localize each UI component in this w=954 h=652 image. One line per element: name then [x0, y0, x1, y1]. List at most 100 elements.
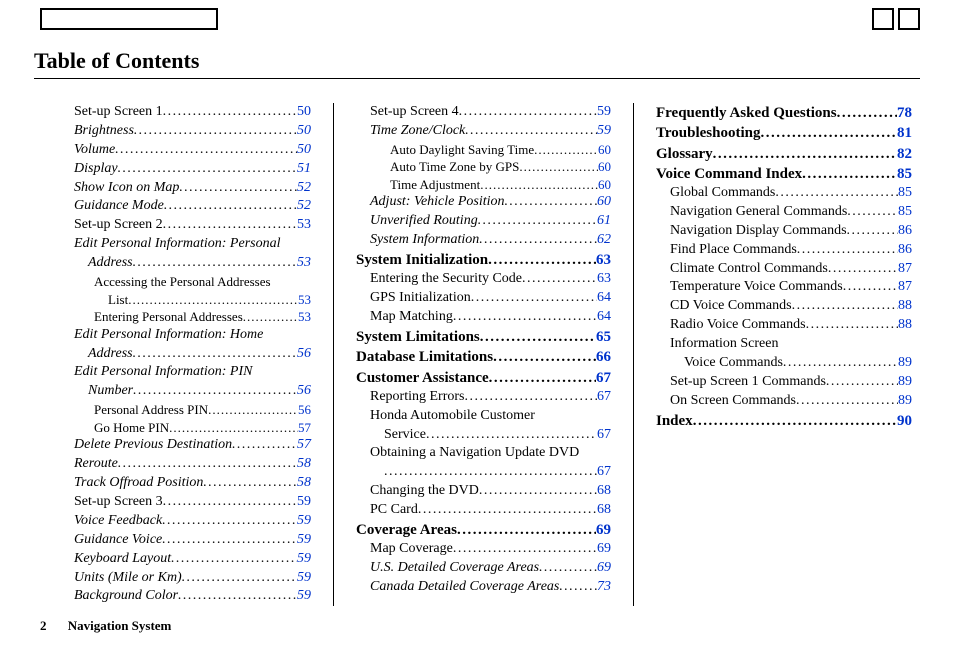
toc-page-number[interactable]: 50 — [297, 122, 311, 141]
toc-page-number[interactable]: 89 — [898, 373, 912, 392]
toc-page-number[interactable]: 69 — [596, 520, 611, 540]
toc-page-number[interactable]: 59 — [297, 550, 311, 569]
toc-entry[interactable]: Set-up Screen 3 59 — [60, 493, 311, 512]
toc-entry[interactable]: Volume 50 — [60, 141, 311, 160]
toc-entry[interactable]: Track Offroad Position 58 — [60, 474, 311, 493]
toc-page-number[interactable]: 81 — [897, 123, 912, 143]
toc-entry[interactable]: Guidance Voice 59 — [60, 531, 311, 550]
toc-entry[interactable]: Map Matching 64 — [356, 308, 611, 327]
toc-entry[interactable]: Adjust: Vehicle Position 60 — [356, 193, 611, 212]
toc-page-number[interactable]: 61 — [597, 212, 611, 231]
toc-entry[interactable]: On Screen Commands 89 — [656, 392, 912, 411]
toc-entry[interactable]: Display 51 — [60, 160, 311, 179]
toc-page-number[interactable]: 87 — [898, 260, 912, 279]
toc-entry[interactable]: Brightness 50 — [60, 122, 311, 141]
toc-page-number[interactable]: 88 — [898, 297, 912, 316]
toc-entry[interactable]: Map Coverage 69 — [356, 540, 611, 559]
toc-page-number[interactable]: 60 — [597, 193, 611, 212]
toc-page-number[interactable]: 85 — [898, 203, 912, 222]
toc-page-number[interactable]: 86 — [898, 222, 912, 241]
toc-page-number[interactable]: 64 — [597, 289, 611, 308]
toc-entry[interactable]: PC Card 68 — [356, 501, 611, 520]
toc-page-number[interactable]: 67 — [597, 426, 611, 445]
toc-entry[interactable]: Index 90 — [656, 411, 912, 431]
toc-page-number[interactable]: 82 — [897, 144, 912, 164]
toc-page-number[interactable]: 73 — [597, 578, 611, 597]
toc-page-number[interactable]: 63 — [597, 270, 611, 289]
toc-entry[interactable]: Changing the DVD 68 — [356, 482, 611, 501]
toc-page-number[interactable]: 60 — [598, 176, 611, 194]
toc-entry[interactable]: Canada Detailed Coverage Areas 73 — [356, 578, 611, 597]
toc-entry[interactable]: Set-up Screen 1 Commands 89 — [656, 373, 912, 392]
toc-page-number[interactable]: 59 — [297, 512, 311, 531]
toc-entry[interactable]: Unverified Routing 61 — [356, 212, 611, 231]
toc-page-number[interactable]: 59 — [297, 569, 311, 588]
toc-page-number[interactable]: 50 — [297, 103, 311, 122]
toc-entry[interactable]: Radio Voice Commands 88 — [656, 316, 912, 335]
toc-entry[interactable]: Set-up Screen 4 59 — [356, 103, 611, 122]
toc-entry[interactable]: Navigation General Commands 85 — [656, 203, 912, 222]
toc-page-number[interactable]: 57 — [297, 436, 311, 455]
toc-entry[interactable]: Set-up Screen 1 50 — [60, 103, 311, 122]
toc-page-number[interactable]: 89 — [898, 392, 912, 411]
toc-entry[interactable]: Go Home PIN 57 — [60, 419, 311, 437]
toc-page-number[interactable]: 59 — [297, 587, 311, 606]
toc-page-number[interactable]: 67 — [596, 368, 611, 388]
toc-entry[interactable]: Frequently Asked Questions 78 — [656, 103, 912, 123]
toc-page-number[interactable]: 59 — [597, 122, 611, 141]
toc-page-number[interactable]: 68 — [597, 501, 611, 520]
toc-entry[interactable]: Personal Address PIN 56 — [60, 401, 311, 419]
toc-page-number[interactable]: 53 — [297, 254, 311, 273]
toc-entry[interactable]: Voice Command Index 85 — [656, 164, 912, 184]
toc-page-number[interactable]: 58 — [297, 474, 311, 493]
toc-page-number[interactable]: 86 — [898, 241, 912, 260]
toc-entry[interactable]: Set-up Screen 2 53 — [60, 216, 311, 235]
toc-entry[interactable]: System Limitations 65 — [356, 327, 611, 347]
toc-page-number[interactable]: 53 — [298, 291, 311, 309]
toc-entry[interactable]: Background Color 59 — [60, 587, 311, 606]
toc-page-number[interactable]: 69 — [597, 559, 611, 578]
toc-page-number[interactable]: 56 — [298, 401, 311, 419]
toc-entry[interactable]: GPS Initialization 64 — [356, 289, 611, 308]
toc-entry[interactable]: Voice Feedback 59 — [60, 512, 311, 531]
toc-entry[interactable]: Show Icon on Map 52 — [60, 179, 311, 198]
toc-entry[interactable]: Guidance Mode 52 — [60, 197, 311, 216]
toc-entry[interactable]: Honda Automobile CustomerService67 — [356, 407, 611, 445]
toc-entry[interactable]: Coverage Areas 69 — [356, 520, 611, 540]
toc-page-number[interactable]: 65 — [596, 327, 611, 347]
toc-page-number[interactable]: 60 — [598, 158, 611, 176]
toc-entry[interactable]: CD Voice Commands 88 — [656, 297, 912, 316]
toc-page-number[interactable]: 87 — [898, 278, 912, 297]
toc-page-number[interactable]: 66 — [596, 347, 611, 367]
toc-entry[interactable]: System Information 62 — [356, 231, 611, 250]
toc-entry[interactable]: Glossary 82 — [656, 144, 912, 164]
toc-entry[interactable]: System Initialization 63 — [356, 250, 611, 270]
toc-page-number[interactable]: 67 — [597, 388, 611, 407]
toc-page-number[interactable]: 52 — [297, 197, 311, 216]
toc-entry[interactable]: Reroute 58 — [60, 455, 311, 474]
toc-page-number[interactable]: 53 — [298, 308, 311, 326]
toc-page-number[interactable]: 85 — [897, 164, 912, 184]
toc-entry[interactable]: Customer Assistance 67 — [356, 368, 611, 388]
toc-page-number[interactable]: 56 — [297, 382, 311, 401]
toc-page-number[interactable]: 58 — [297, 455, 311, 474]
toc-entry[interactable]: Time Adjustment 60 — [356, 176, 611, 194]
toc-entry[interactable]: Temperature Voice Commands 87 — [656, 278, 912, 297]
toc-entry[interactable]: Find Place Commands 86 — [656, 241, 912, 260]
toc-entry[interactable]: Troubleshooting 81 — [656, 123, 912, 143]
toc-page-number[interactable]: 57 — [298, 419, 311, 437]
toc-page-number[interactable]: 59 — [297, 531, 311, 550]
toc-page-number[interactable]: 90 — [897, 411, 912, 431]
toc-entry[interactable]: Edit Personal Information: HomeAddress56 — [60, 326, 311, 364]
toc-entry[interactable]: Auto Daylight Saving Time 60 — [356, 141, 611, 159]
toc-entry[interactable]: Keyboard Layout 59 — [60, 550, 311, 569]
toc-page-number[interactable]: 50 — [297, 141, 311, 160]
toc-page-number[interactable]: 85 — [898, 184, 912, 203]
toc-entry[interactable]: Entering the Security Code 63 — [356, 270, 611, 289]
toc-page-number[interactable]: 62 — [597, 231, 611, 250]
toc-entry[interactable]: Global Commands 85 — [656, 184, 912, 203]
toc-entry[interactable]: Auto Time Zone by GPS 60 — [356, 158, 611, 176]
toc-entry[interactable]: Information ScreenVoice Commands89 — [656, 335, 912, 373]
toc-page-number[interactable]: 69 — [597, 540, 611, 559]
toc-entry[interactable]: U.S. Detailed Coverage Areas 69 — [356, 559, 611, 578]
